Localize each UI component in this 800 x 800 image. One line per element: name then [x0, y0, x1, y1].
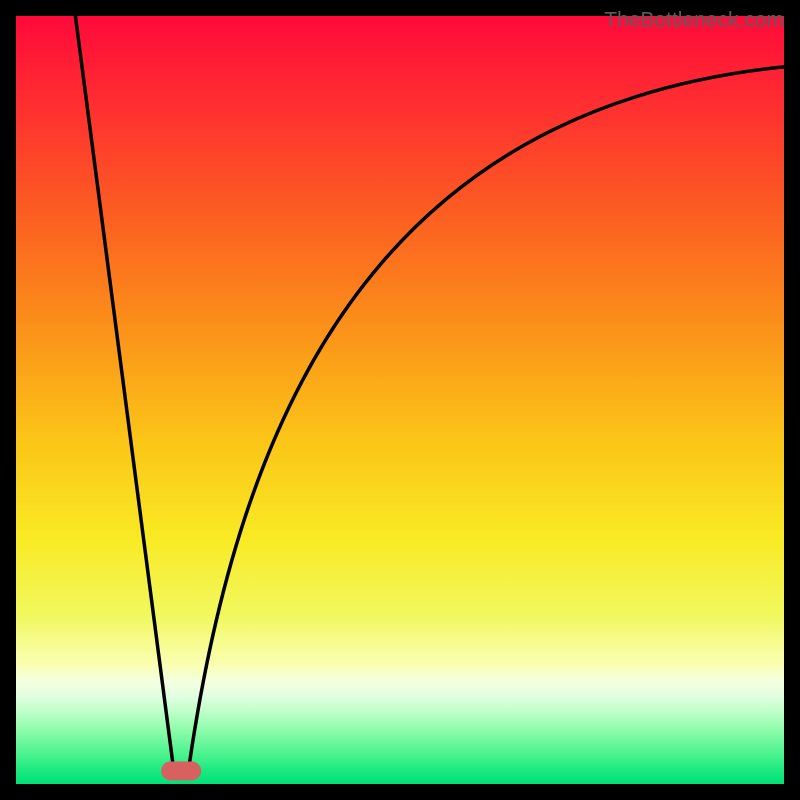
bottleneck-chart: TheBottleneck.com [0, 0, 800, 800]
chart-root: TheBottleneck.com [0, 0, 800, 800]
attribution-text: TheBottleneck.com [604, 8, 784, 31]
plot-area [16, 16, 784, 784]
optimal-marker [161, 761, 201, 780]
